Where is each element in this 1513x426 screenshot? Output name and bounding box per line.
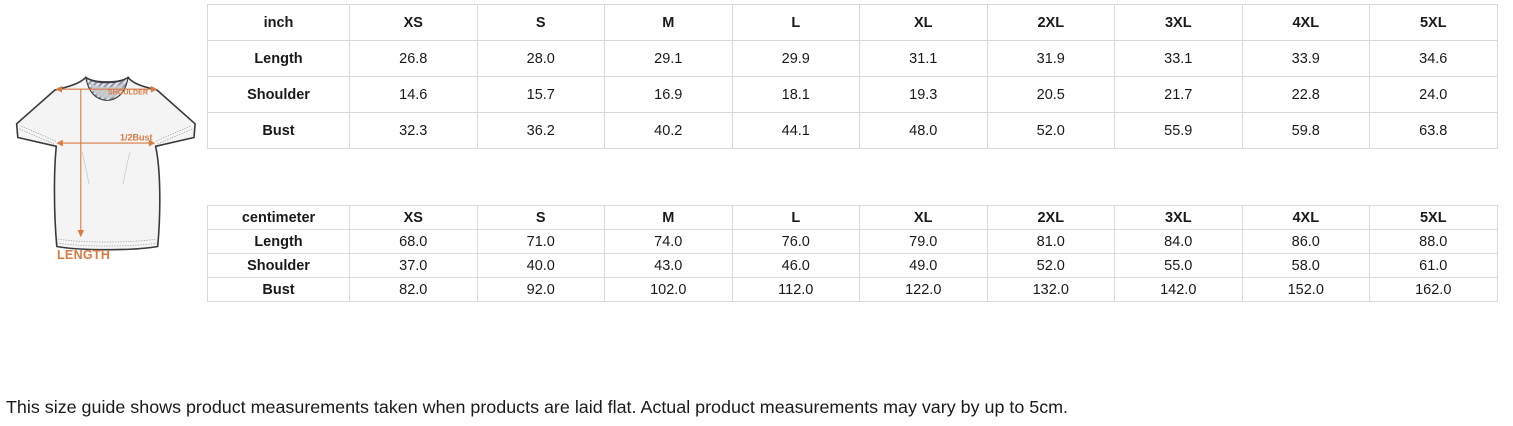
svg-text:LENGTH: LENGTH bbox=[57, 248, 110, 262]
svg-text:SHOULDER: SHOULDER bbox=[108, 90, 148, 97]
svg-text:1/2Bust: 1/2Bust bbox=[120, 133, 153, 143]
